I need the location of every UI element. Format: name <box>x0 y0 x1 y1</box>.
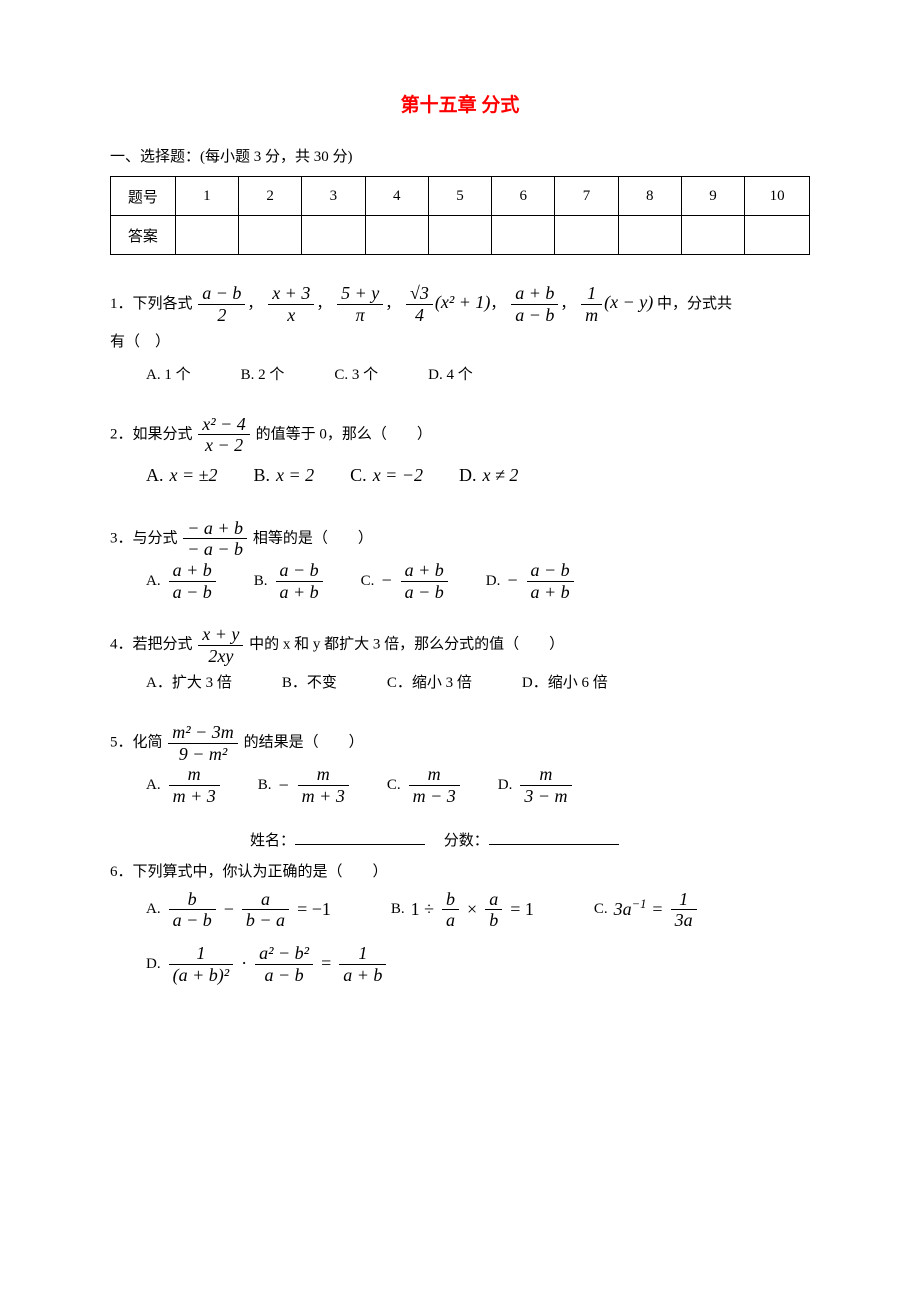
q1-expr4a: √34 <box>406 283 433 325</box>
q1-expr3: 5 + yπ <box>337 283 383 325</box>
q6-opt-c: C. 3a−1 = 13a <box>594 889 699 931</box>
q5-stem-a: 5．化简 <box>110 734 163 750</box>
col-2: 2 <box>239 177 302 216</box>
q1-opt-c: C. 3 个 <box>334 359 378 392</box>
q3-stem-a: 3．与分式 <box>110 530 178 546</box>
q3-opt-c: C.−a + ba − b <box>361 560 450 602</box>
question-1: 1．下列各式 a − b2， x + 3x， 5 + yπ， √34(x² + … <box>110 283 810 392</box>
q4-opt-d: D．缩小 6 倍 <box>522 667 608 700</box>
row-label-answer: 答案 <box>111 216 176 255</box>
name-blank <box>295 829 425 845</box>
q4-options: A．扩大 3 倍 B．不变 C．缩小 3 倍 D．缩小 6 倍 <box>110 667 810 700</box>
question-6: 6．下列算式中，你认为正确的是（ ） A. ba − b − ab − a = … <box>110 856 810 986</box>
q1-stem-b: 中，分式共 <box>657 296 732 312</box>
ans-3 <box>302 216 365 255</box>
q6-opt-b: B. 1 ÷ ba × ab = 1 <box>391 889 534 931</box>
q3-options: A.a + ba − b B.a − ba + b C.−a + ba − b … <box>110 560 810 602</box>
question-2: 2．如果分式 x² − 4x − 2 的值等于 0，那么（ ） A. x = ±… <box>110 414 810 496</box>
ans-1 <box>175 216 238 255</box>
q6-opt-d: D. 1(a + b)² · a² − b²a − b = 1a + b <box>146 943 388 985</box>
col-7: 7 <box>555 177 618 216</box>
col-9: 9 <box>681 177 744 216</box>
answer-grid-row-header: 题号 1 2 3 4 5 6 7 8 9 10 <box>111 177 810 216</box>
q2-frac: x² − 4x − 2 <box>198 414 250 456</box>
q5-opt-a: A.mm + 3 <box>146 764 222 806</box>
q1-expr2: x + 3x <box>268 283 314 325</box>
page-title: 第十五章 分式 <box>110 90 810 117</box>
answer-grid: 题号 1 2 3 4 5 6 7 8 9 10 答案 <box>110 176 810 255</box>
q6-stem: 6．下列算式中，你认为正确的是（ ） <box>110 864 388 880</box>
q3-stem-b: 相等的是（ ） <box>253 530 373 546</box>
q1-expr6a: 1m <box>581 283 602 325</box>
q5-opt-b: B.−mm + 3 <box>258 764 351 806</box>
q5-opt-c: C.mm − 3 <box>387 764 462 806</box>
q5-stem-b: 的结果是（ ） <box>244 734 364 750</box>
q1-opt-a: A. 1 个 <box>146 359 191 392</box>
q5-frac: m² − 3m9 − m² <box>168 722 238 764</box>
answer-grid-row-answers: 答案 <box>111 216 810 255</box>
q1-options: A. 1 个 B. 2 个 C. 3 个 D. 4 个 <box>110 359 810 392</box>
row-label-qnum: 题号 <box>111 177 176 216</box>
col-10: 10 <box>745 177 810 216</box>
ans-5 <box>428 216 491 255</box>
col-1: 1 <box>175 177 238 216</box>
q6-opt-a: A. ba − b − ab − a = −1 <box>146 889 331 931</box>
col-5: 5 <box>428 177 491 216</box>
ans-7 <box>555 216 618 255</box>
question-4: 4．若把分式 x + y2xy 中的 x 和 y 都扩大 3 倍，那么分式的值（… <box>110 624 810 699</box>
q3-opt-a: A.a + ba − b <box>146 560 218 602</box>
q2-stem-b: 的值等于 0，那么（ ） <box>256 426 432 442</box>
q1-expr1: a − b2 <box>198 283 245 325</box>
ans-2 <box>239 216 302 255</box>
name-label: 姓名： <box>250 833 295 849</box>
q4-opt-b: B．不变 <box>282 667 337 700</box>
q1-stem-c: 有（ ） <box>110 334 170 350</box>
q4-opt-c: C．缩小 3 倍 <box>387 667 472 700</box>
question-3: 3．与分式 − a + b− a − b 相等的是（ ） A.a + ba − … <box>110 518 810 603</box>
q1-expr4b: (x² + 1) <box>435 292 491 312</box>
ans-4 <box>365 216 428 255</box>
q1-expr5: a + ba − b <box>511 283 558 325</box>
q4-opt-a: A．扩大 3 倍 <box>146 667 232 700</box>
q2-opt-b: B. x = 2 <box>254 456 315 496</box>
question-5: 5．化简 m² − 3m9 − m² 的结果是（ ） A.mm + 3 B.−m… <box>110 722 810 807</box>
ans-8 <box>618 216 681 255</box>
q2-options: A. x = ±2 B. x = 2 C. x = −2 D. x ≠ 2 <box>110 456 810 496</box>
q4-stem-b: 中的 x 和 y 都扩大 3 倍，那么分式的值（ ） <box>249 637 564 653</box>
q1-opt-b: B. 2 个 <box>241 359 285 392</box>
q3-opt-d: D.−a − ba + b <box>486 560 576 602</box>
q5-options: A.mm + 3 B.−mm + 3 C.mm − 3 D.m3 − m <box>110 764 810 806</box>
score-label: 分数： <box>444 833 489 849</box>
q4-frac: x + y2xy <box>198 624 243 666</box>
q1-opt-d: D. 4 个 <box>428 359 473 392</box>
q4-stem-a: 4．若把分式 <box>110 637 193 653</box>
col-3: 3 <box>302 177 365 216</box>
col-8: 8 <box>618 177 681 216</box>
ans-6 <box>492 216 555 255</box>
ans-9 <box>681 216 744 255</box>
q2-opt-c: C. x = −2 <box>350 456 423 496</box>
ans-10 <box>745 216 810 255</box>
q2-stem-a: 2．如果分式 <box>110 426 193 442</box>
q1-expr6b: (x − y) <box>604 292 653 312</box>
col-4: 4 <box>365 177 428 216</box>
q5-opt-d: D.m3 − m <box>498 764 574 806</box>
name-score-row: 姓名： 分数： <box>110 829 810 850</box>
q2-opt-d: D. x ≠ 2 <box>459 456 518 496</box>
q3-frac: − a + b− a − b <box>183 518 247 560</box>
score-blank <box>489 829 619 845</box>
q2-opt-a: A. x = ±2 <box>146 456 218 496</box>
q1-stem-a: 1．下列各式 <box>110 296 193 312</box>
q3-opt-b: B.a − ba + b <box>254 560 325 602</box>
col-6: 6 <box>492 177 555 216</box>
q6-options: A. ba − b − ab − a = −1 B. 1 ÷ ba × ab =… <box>110 889 810 986</box>
section-header: 一、选择题：(每小题 3 分，共 30 分) <box>110 145 810 166</box>
